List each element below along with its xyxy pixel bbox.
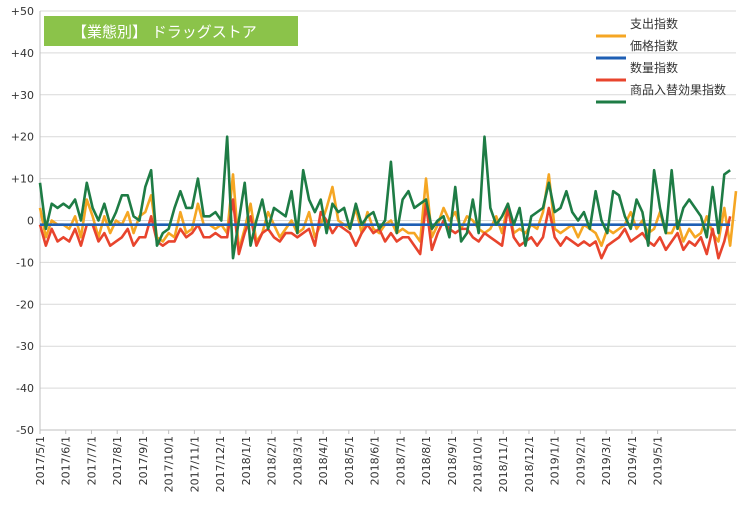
x-tick-label: 2019/2/1	[574, 436, 587, 485]
y-tick-label: +50	[11, 5, 34, 18]
x-tick-label: 2018/6/1	[369, 436, 382, 485]
y-tick-label: -20	[16, 298, 34, 311]
y-tick-label: +10	[11, 173, 34, 186]
x-tick-label: 2019/5/1	[652, 436, 665, 485]
y-tick-label: 0	[27, 215, 34, 228]
x-tick-label: 2017/10/1	[163, 436, 176, 492]
legend-label: 支出指数	[630, 16, 678, 31]
x-tick-label: 2018/11/1	[497, 436, 510, 492]
x-axis-ticks: 2017/5/1 2017/6/1 2017/7/1 2017/8/1 2017/9/1…	[34, 430, 665, 492]
x-tick-label: 2018/9/1	[446, 436, 459, 485]
title-text: 【業態別】 ドラッグストア	[72, 23, 257, 41]
x-tick-label: 2017/12/1	[214, 436, 227, 492]
x-tick-label: 2017/8/1	[111, 436, 124, 485]
series-line-3	[38, 135, 731, 260]
y-tick-label: -40	[16, 382, 34, 395]
chart-title: 【業態別】 ドラッグストア	[44, 16, 298, 46]
x-tick-label: 2018/2/1	[266, 436, 279, 485]
x-tick-label: 2018/12/1	[523, 436, 536, 492]
x-tick-label: 2018/10/1	[471, 436, 484, 492]
y-tick-label: -50	[16, 424, 34, 437]
x-tick-label: 2018/4/1	[317, 436, 330, 485]
x-tick-label: 2018/7/1	[394, 436, 407, 485]
x-tick-label: 2018/5/1	[343, 436, 356, 485]
legend-label: 数量指数	[630, 60, 678, 75]
title-box	[44, 16, 298, 46]
y-tick-label: -30	[16, 340, 34, 353]
x-tick-label: 2017/9/1	[137, 436, 150, 485]
y-tick-label: -10	[16, 256, 34, 269]
y-axis-ticks: +50 +40 +30 +20 +10 0 -10 -20 -30 -40 -50	[11, 5, 34, 437]
x-tick-label: 2018/3/1	[291, 436, 304, 485]
x-tick-label: 2017/6/1	[60, 436, 73, 485]
y-tick-label: +20	[11, 131, 34, 144]
legend-label: 価格指数	[630, 38, 678, 53]
y-tick-label: +40	[11, 47, 34, 60]
x-tick-label: 2018/1/1	[240, 436, 253, 485]
y-tick-label: +30	[11, 89, 34, 102]
x-tick-label: 2019/4/1	[626, 436, 639, 485]
legend-label: 商品入替効果指数	[630, 82, 726, 97]
x-tick-label: 2017/7/1	[85, 436, 98, 485]
series-lines	[38, 135, 738, 260]
x-tick-label: 2017/11/1	[188, 436, 201, 492]
x-tick-label: 2019/1/1	[549, 436, 562, 485]
x-tick-label: 2017/5/1	[34, 436, 47, 485]
x-tick-label: 2018/8/1	[420, 436, 433, 485]
x-tick-label: 2019/3/1	[600, 436, 613, 485]
